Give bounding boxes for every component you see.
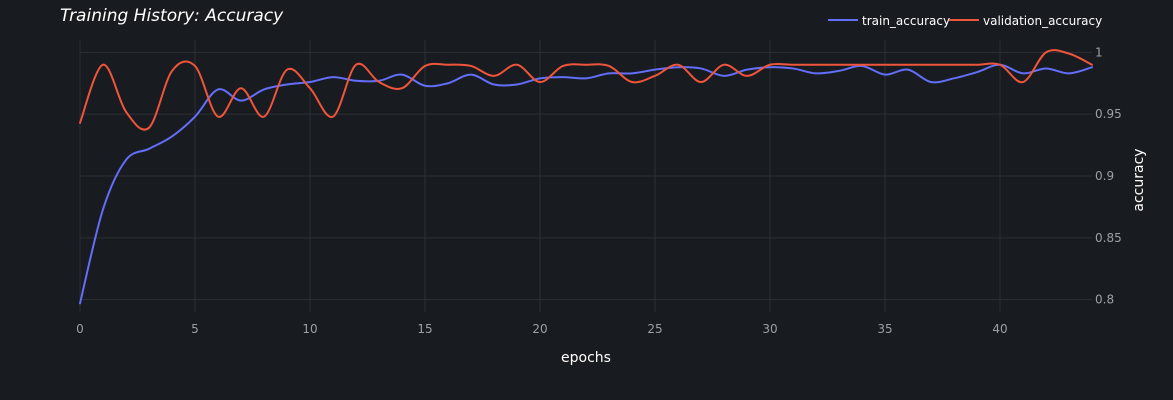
y-tick-label: 0.8 [1095,293,1114,307]
series-line-validation-accuracy[interactable] [79,49,1093,131]
x-tick-label: 10 [302,322,317,336]
x-tick-label: 30 [762,322,777,336]
x-tick-label: 5 [191,322,199,336]
y-tick-label: 1 [1095,45,1103,59]
x-axis-label: epochs [561,350,611,366]
x-tick-label: 40 [992,322,1007,336]
x-axis-ticks: 0 5 10 15 20 25 30 35 40 [76,322,1007,336]
legend-item-train[interactable]: train_accuracy [828,14,950,28]
x-tick-label: 25 [647,322,662,336]
y-tick-label: 0.85 [1095,231,1122,245]
y-axis-ticks: 0.8 0.85 0.9 0.95 1 [1095,45,1122,306]
chart-title: Training History: Accuracy [60,6,284,26]
y-axis-label: accuracy [1131,148,1147,211]
y-tick-label: 0.95 [1095,107,1122,121]
series-line-train-accuracy[interactable] [79,63,1093,305]
legend-item-validation[interactable]: validation_accuracy [949,14,1102,28]
y-tick-label: 0.9 [1095,169,1114,183]
legend: train_accuracy validation_accuracy [828,14,1102,28]
legend-label-validation: validation_accuracy [983,14,1102,28]
gridlines [79,40,1092,312]
legend-label-train: train_accuracy [862,14,950,28]
x-tick-label: 15 [417,322,432,336]
series-lines [79,49,1093,305]
x-tick-label: 35 [877,322,892,336]
x-tick-label: 0 [76,322,84,336]
x-tick-label: 20 [532,322,547,336]
